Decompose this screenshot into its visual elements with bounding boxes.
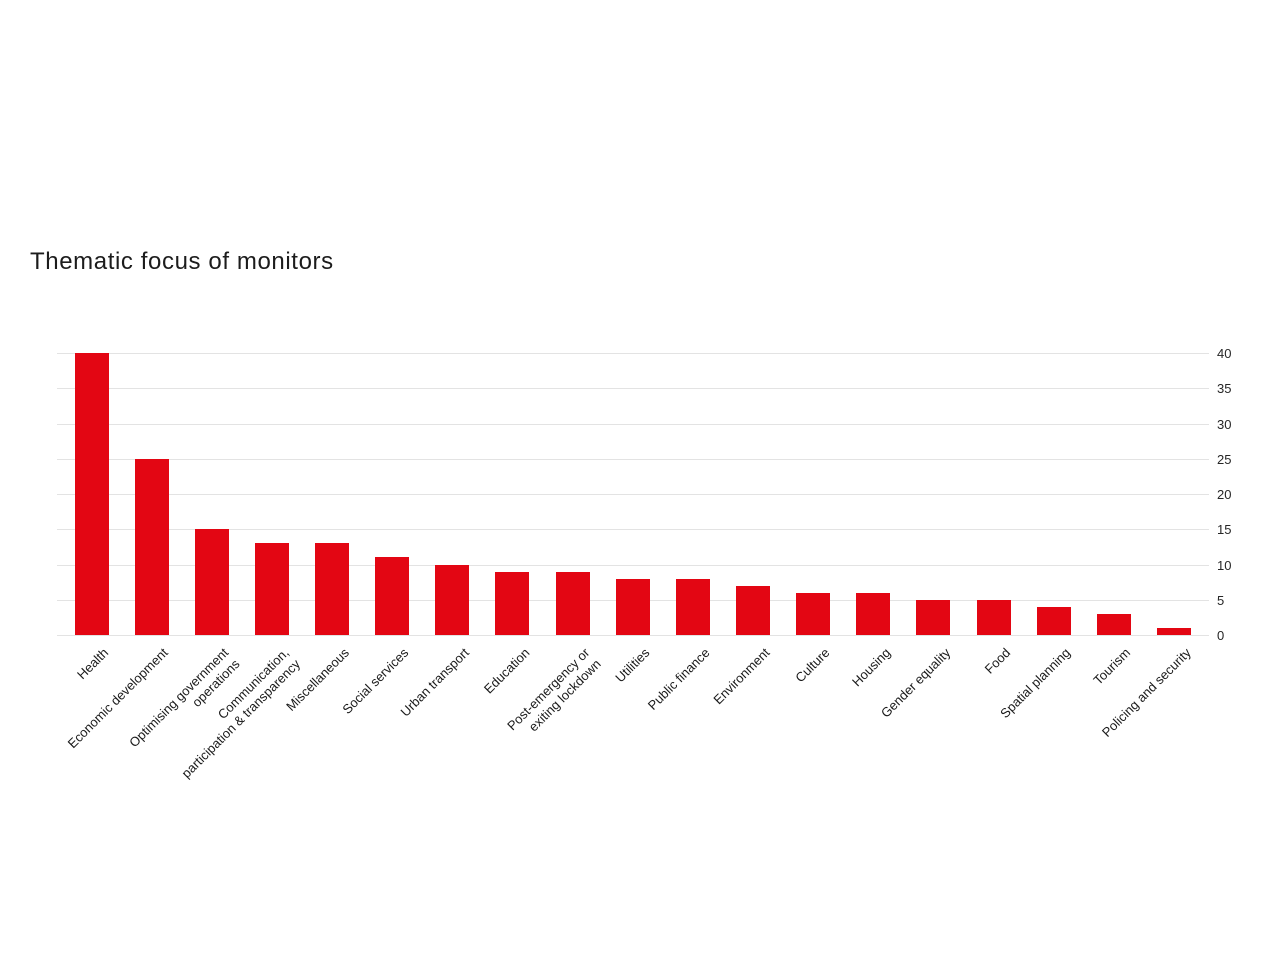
bar [74,353,109,635]
x-axis-label: Utilities [612,645,653,686]
y-axis-tick-label: 40 [1217,346,1232,361]
bar [796,592,831,635]
bar [615,578,650,635]
bar [495,571,530,635]
x-axis-label: Environment [710,645,773,708]
gridline [57,423,1209,425]
x-axis-label: Tourism [1090,645,1134,688]
x-axis-label: Food [981,645,1014,677]
bar [856,592,891,635]
x-axis-label: Culture [792,645,833,686]
y-axis-tick-label: 10 [1217,557,1232,573]
bar [435,564,470,635]
bar [1036,606,1071,635]
y-axis-tick-label: 15 [1217,522,1232,538]
gridline [57,388,1209,390]
bar [134,458,169,635]
bar [675,578,710,635]
y-axis-tick-label: 35 [1217,381,1232,397]
y-axis-tick-label: 5 [1217,592,1225,608]
y-axis-tick-label: 20 [1217,487,1232,502]
bar [736,585,771,635]
gridline [57,564,1209,566]
bar [555,571,590,635]
bar [375,557,410,635]
bar [916,599,951,635]
x-axis-label: Public finance [644,645,713,713]
bar [1096,613,1131,635]
gridline [57,529,1209,531]
bar [194,529,229,635]
x-axis-label: Health [73,645,112,683]
bar [254,543,289,635]
chart-title: Thematic focus of monitors [30,248,334,275]
gridline [57,635,1209,636]
y-axis-tick-label: 30 [1217,416,1232,432]
x-axis-label: Education [480,645,533,697]
y-axis-tick-label: 25 [1217,451,1232,467]
gridline [57,353,1209,354]
y-axis-tick-label: 0 [1217,628,1225,643]
plot-area [57,353,1209,636]
bar [1157,627,1192,635]
bar [315,543,350,635]
gridline [57,458,1209,460]
gridline [57,494,1209,495]
bar [976,599,1011,635]
x-axis-label: Housing [848,645,893,690]
